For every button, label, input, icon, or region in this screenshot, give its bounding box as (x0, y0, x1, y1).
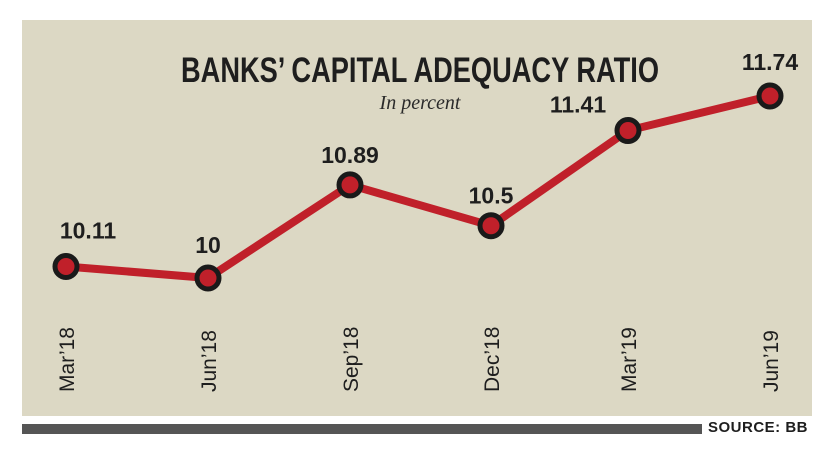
data-point (336, 171, 364, 199)
data-label: 10.89 (321, 142, 379, 168)
data-label: 10 (195, 232, 221, 258)
data-label: 11.41 (550, 92, 606, 118)
data-label: 10.5 (469, 183, 514, 209)
x-tick-label: Jun’18 (198, 330, 221, 392)
data-point (52, 252, 80, 280)
x-tick-label: Mar’18 (56, 327, 79, 392)
series-group (52, 82, 784, 292)
chart-panel (22, 20, 812, 416)
x-tick-label: Dec’18 (481, 327, 504, 392)
x-tick-label: Jun’19 (760, 330, 783, 392)
data-point (756, 82, 784, 110)
x-tick-label: Mar’19 (618, 327, 641, 392)
x-axis-ticks: Mar’18 Jun’18 Sep’18 Dec’18 Mar’19 Jun’19 (56, 327, 783, 392)
data-point (614, 117, 642, 145)
data-labels-group: 10.11 10 10.89 10.5 11.41 11.74 (60, 49, 798, 258)
data-label: 10.11 (60, 217, 116, 243)
data-point (194, 264, 222, 292)
series-line (62, 92, 774, 282)
data-point (477, 212, 505, 240)
x-tick-label: Sep’18 (340, 327, 363, 392)
chart-title: BANKS’ CAPITAL ADEQUACY RATIO (181, 51, 659, 90)
source-label: SOURCE: BB (708, 419, 809, 436)
data-label: 11.74 (742, 49, 798, 75)
footer-bar (22, 424, 702, 434)
chart-subtitle: In percent (379, 92, 461, 114)
